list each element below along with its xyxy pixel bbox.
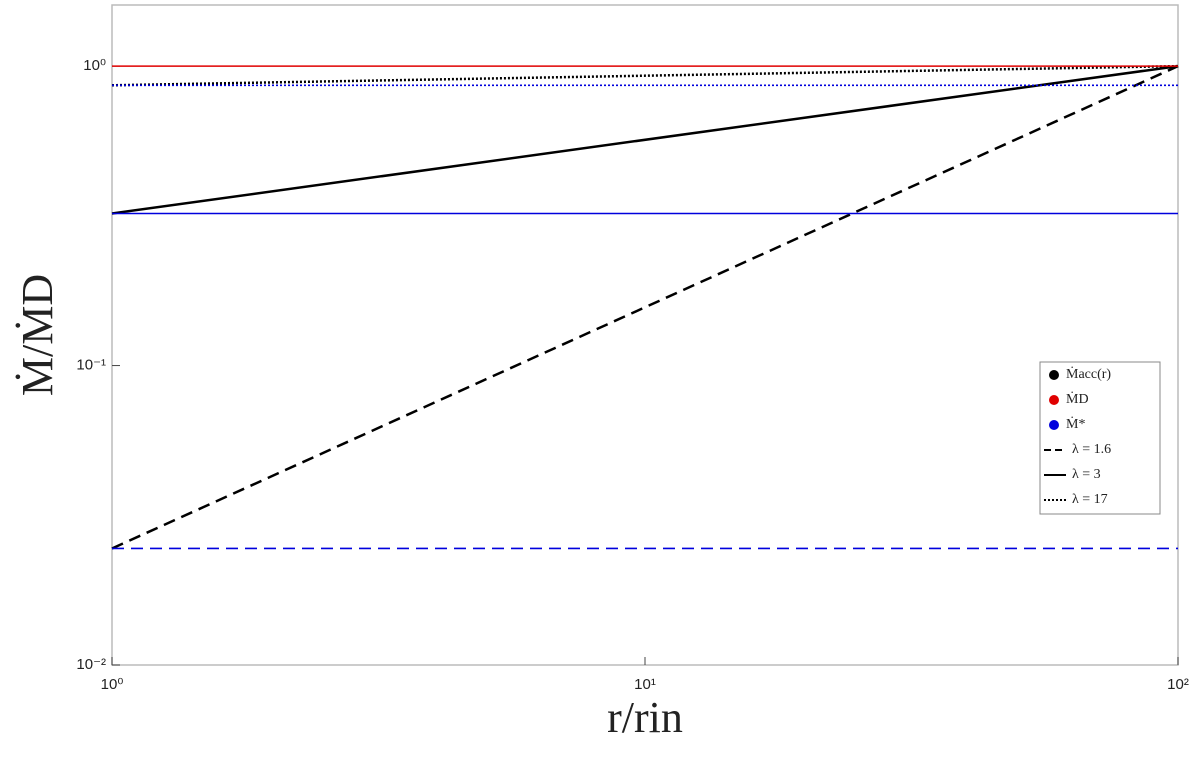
plot-frame (111, 4, 1179, 666)
data-line (111, 64, 1179, 550)
x-tick-label: 10¹ (634, 676, 656, 693)
legend-label: λ = 17 (1072, 492, 1108, 507)
x-axis-label: r/rin (607, 693, 683, 742)
x-tick-label: 10² (1167, 676, 1189, 693)
legend-label: λ = 3 (1072, 467, 1101, 482)
legend-label: Ṁ* (1066, 416, 1085, 432)
x-tick-label: 10⁰ (101, 676, 124, 693)
data-line (111, 64, 1179, 87)
legend-label: Ṁacc(r) (1066, 366, 1111, 382)
y-axis-label: Ṁ/ṀD (13, 274, 62, 396)
legend-label: ṀD (1066, 391, 1089, 407)
legend-box (1039, 361, 1161, 515)
y-tick-label: 10⁻¹ (76, 357, 106, 374)
legend-label: λ = 1.6 (1072, 442, 1111, 457)
legend-marker (1049, 395, 1059, 405)
data-line (111, 64, 1179, 215)
y-tick-label: 10⁰ (83, 57, 106, 74)
legend-marker (1049, 420, 1059, 430)
legend-marker (1049, 370, 1059, 380)
y-tick-label: 10⁻² (76, 656, 106, 673)
